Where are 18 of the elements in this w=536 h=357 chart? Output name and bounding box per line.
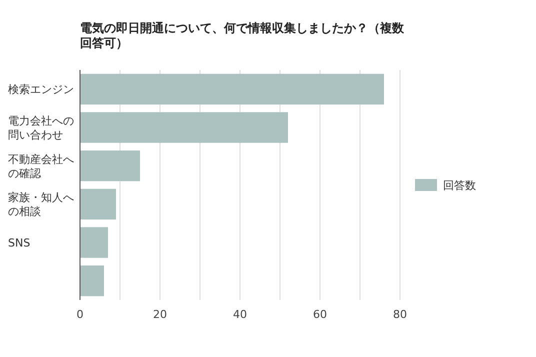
x-tick-label: 40: [233, 308, 247, 321]
y-tick-label: 電力会社への問い合わせ: [8, 114, 74, 142]
legend-label: 回答数: [443, 179, 476, 192]
bar: [80, 266, 104, 296]
y-tick-label: 検索エンジン: [8, 83, 74, 96]
chart-title: 電気の即日開通について、何で情報収集しましたか？（複数回答可）: [80, 21, 405, 50]
y-tick-label: 家族・知人への相談: [8, 191, 74, 218]
x-tick-label: 60: [313, 308, 327, 321]
bar: [80, 150, 140, 182]
bar: [80, 112, 288, 143]
bar: [80, 74, 384, 104]
x-tick-label: 80: [393, 308, 407, 321]
y-tick-label: 不動産会社への確認: [8, 152, 74, 180]
bar: [80, 188, 116, 220]
y-tick-label: SNS: [8, 236, 30, 250]
x-tick-label: 20: [153, 308, 167, 321]
x-tick-label: 0: [76, 308, 84, 321]
bar: [80, 227, 108, 258]
